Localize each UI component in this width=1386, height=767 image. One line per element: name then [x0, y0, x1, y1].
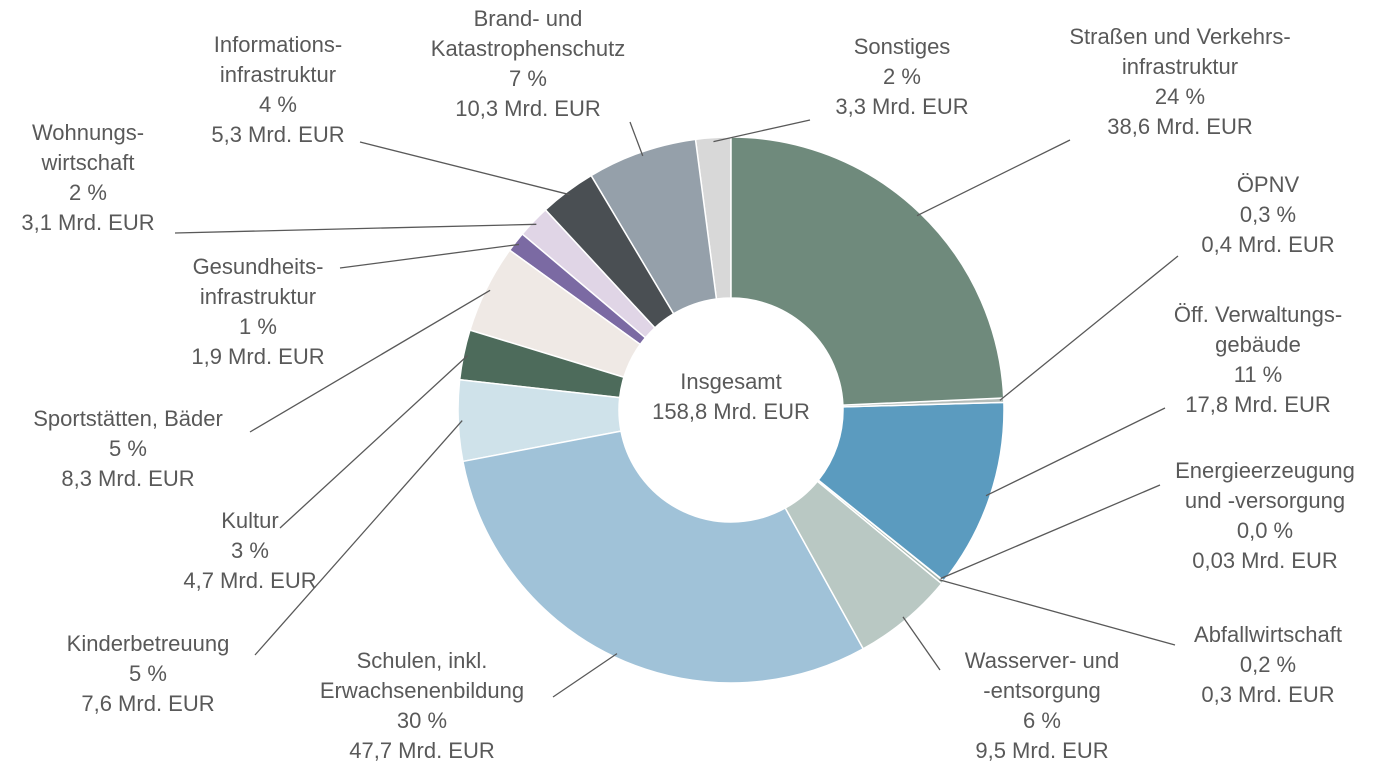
leader-line [174, 223, 537, 234]
percent-label: 2 % [69, 180, 107, 205]
value-label: 7,6 Mrd. EUR [81, 691, 214, 716]
percent-label: 4 % [259, 92, 297, 117]
percent-label: 6 % [1023, 708, 1061, 733]
category-label: Öff. Verwaltungs-gebäude [1174, 302, 1342, 357]
leader-line [339, 243, 520, 269]
value-label: 3,3 Mrd. EUR [835, 94, 968, 119]
value-label: 9,5 Mrd. EUR [975, 738, 1108, 763]
value-label: 1,9 Mrd. EUR [191, 344, 324, 369]
category-label: Brand- und Katastrophenschutz [431, 6, 625, 61]
slice [544, 174, 675, 329]
category-label: Abfallwirtschaft [1194, 622, 1342, 647]
value-label: 17,8 Mrd. EUR [1185, 392, 1331, 417]
slice [784, 480, 943, 650]
center-total: 158,8 Mrd. EUR [652, 399, 810, 424]
slice [521, 208, 656, 339]
value-label: 3,1 Mrd. EUR [21, 210, 154, 235]
category-label: Wasserver- und -entsorgung [965, 648, 1119, 703]
leader-line [916, 139, 1071, 217]
value-label: 0,03 Mrd. EUR [1192, 548, 1338, 573]
slice [590, 138, 718, 315]
slice [730, 136, 1005, 406]
percent-label: 5 % [109, 436, 147, 461]
category-label: Kinderbetreuung [67, 631, 230, 656]
percent-label: 30 % [397, 708, 447, 733]
category-label: Energieerzeugung und -versorgung [1175, 458, 1355, 513]
leader-line [254, 420, 463, 656]
slice [457, 378, 622, 463]
percent-label: 11 % [1234, 362, 1283, 387]
leader-line [249, 289, 491, 433]
leader-line [552, 653, 618, 698]
category-label: Gesundheits-infrastruktur [193, 254, 324, 309]
category-label: Straßen und Verkehrs-infrastruktur [1069, 24, 1290, 79]
leader-line [902, 616, 941, 671]
value-label: 38,6 Mrd. EUR [1107, 114, 1253, 139]
leader-line [629, 121, 644, 157]
value-label: 5,3 Mrd. EUR [211, 122, 344, 147]
leader-line [999, 255, 1179, 401]
leader-line [279, 355, 469, 529]
leader-line [359, 141, 570, 196]
percent-label: 3 % [231, 538, 269, 563]
percent-label: 24 % [1155, 84, 1205, 109]
value-label: 8,3 Mrd. EUR [61, 466, 194, 491]
percent-label: 7 % [509, 66, 547, 91]
value-label: 47,7 Mrd. EUR [349, 738, 495, 763]
percent-label: 0,0 % [1237, 518, 1293, 543]
leader-line [939, 579, 1176, 646]
category-label: Kultur [221, 508, 278, 533]
category-label: Sonstiges [854, 34, 951, 59]
percent-label: 2 % [883, 64, 921, 89]
center-title: Insgesamt [680, 369, 782, 394]
value-label: 0,4 Mrd. EUR [1201, 232, 1334, 257]
slice [469, 249, 642, 379]
leader-line [985, 407, 1166, 497]
value-label: 4,7 Mrd. EUR [183, 568, 316, 593]
leader-line [713, 119, 811, 143]
slice [462, 430, 865, 684]
category-label: Wohnungs-wirtschaft [32, 120, 144, 175]
category-label: Informations-infrastruktur [214, 32, 342, 87]
value-label: 0,3 Mrd. EUR [1201, 682, 1334, 707]
slice [458, 329, 625, 399]
percent-label: 0,2 % [1240, 652, 1296, 677]
percent-label: 1 % [239, 314, 277, 339]
percent-label: 5 % [129, 661, 167, 686]
percent-label: 0,3 % [1240, 202, 1296, 227]
category-label: ÖPNV [1237, 172, 1300, 197]
leader-line [940, 484, 1161, 580]
value-label: 10,3 Mrd. EUR [455, 96, 601, 121]
category-label: Schulen, inkl. Erwachsenenbildung [320, 648, 524, 703]
category-label: Sportstätten, Bäder [33, 406, 223, 431]
